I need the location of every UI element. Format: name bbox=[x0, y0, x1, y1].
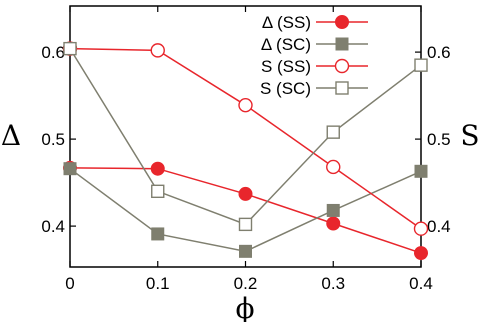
series-1 bbox=[63, 162, 428, 258]
data-point bbox=[414, 58, 428, 72]
y-right-tick-label: 0.6 bbox=[427, 43, 451, 62]
y-axis-label-right: S bbox=[460, 119, 479, 152]
y-axis-label-left: Δ bbox=[1, 119, 21, 152]
legend-item: Δ (SC) bbox=[261, 35, 368, 54]
y-ticks-right: 0.4 0.5 0.6 bbox=[415, 43, 451, 236]
legend-label: S (SC) bbox=[260, 79, 311, 98]
data-point bbox=[326, 159, 341, 175]
data-point bbox=[326, 125, 340, 139]
data-point bbox=[414, 246, 428, 261]
x-tick-label: 0.2 bbox=[234, 274, 258, 293]
y-left-tick-label: 0.4 bbox=[41, 217, 65, 236]
legend-label: Δ (SC) bbox=[261, 35, 311, 54]
y-left-tick-label: 0.6 bbox=[41, 43, 65, 62]
data-point bbox=[150, 161, 165, 176]
series-2 bbox=[62, 41, 429, 236]
data-point bbox=[413, 221, 429, 236]
data-point bbox=[239, 244, 252, 258]
data-point bbox=[151, 184, 165, 199]
data-point bbox=[150, 43, 165, 58]
data-point bbox=[151, 227, 165, 241]
legend-marker bbox=[335, 81, 349, 95]
y-ticks-left: 0.4 0.5 0.6 bbox=[41, 43, 76, 236]
legend-marker bbox=[335, 15, 349, 29]
x-tick-label: 0.4 bbox=[409, 274, 433, 293]
legend-label: S (SS) bbox=[261, 57, 311, 76]
x-tick-label: 0.1 bbox=[146, 274, 170, 293]
data-point bbox=[238, 186, 253, 201]
legend: Δ (SS) Δ (SC) S (SS) S (SC) bbox=[260, 13, 368, 98]
y-left-tick-label: 0.5 bbox=[41, 130, 65, 149]
x-ticks: 0 0.1 0.2 0.3 0.4 bbox=[65, 6, 433, 293]
legend-item: S (SS) bbox=[261, 57, 368, 76]
series-line bbox=[69, 168, 422, 253]
legend-item: S (SC) bbox=[260, 79, 368, 98]
y-right-tick-label: 0.5 bbox=[427, 130, 451, 149]
x-axis-label: ϕ bbox=[235, 292, 254, 322]
data-point bbox=[238, 97, 253, 113]
x-tick-label: 0.3 bbox=[321, 274, 345, 293]
data-point bbox=[63, 162, 77, 176]
data-point bbox=[63, 41, 77, 56]
data-point bbox=[326, 216, 341, 231]
legend-item: Δ (SS) bbox=[262, 13, 368, 32]
data-point bbox=[326, 203, 340, 217]
series-layer bbox=[62, 41, 429, 261]
series-3 bbox=[63, 41, 428, 232]
x-tick-label: 0 bbox=[65, 274, 74, 293]
series-line bbox=[69, 47, 422, 230]
data-point bbox=[238, 217, 253, 232]
y-right-tick-label: 0.4 bbox=[427, 217, 451, 236]
legend-marker bbox=[334, 58, 350, 74]
legend-label: Δ (SS) bbox=[262, 13, 311, 32]
data-point bbox=[414, 164, 428, 178]
series-line bbox=[69, 167, 422, 254]
legend-marker bbox=[335, 37, 349, 51]
